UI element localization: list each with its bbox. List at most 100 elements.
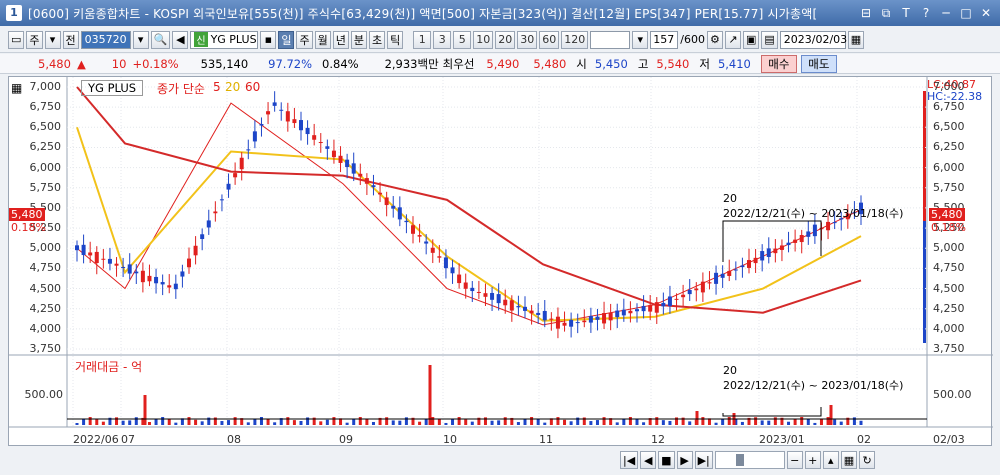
zoom-slider[interactable] — [714, 451, 785, 469]
candle-body — [681, 294, 686, 298]
settings-icon[interactable]: ⚙ — [706, 30, 723, 49]
volume-bar — [470, 421, 474, 425]
chart-area[interactable]: ▦ YG PLUS 종가 단순 5 20 60 LC:40.87 HC:-22.… — [8, 76, 993, 447]
code-dropdown-icon[interactable]: ▾ — [132, 30, 149, 49]
candle-body — [134, 271, 139, 274]
volume-bar — [556, 417, 560, 425]
layout-button[interactable]: ▭ — [8, 30, 25, 49]
tab-second[interactable]: 초 — [368, 30, 386, 49]
count-input[interactable]: 157 — [650, 30, 679, 49]
pin-icon[interactable]: ▪ — [260, 30, 277, 49]
volume-bar — [800, 417, 804, 425]
candle-body — [793, 239, 798, 243]
scroll-last-icon[interactable]: ▶| — [694, 451, 713, 469]
tab-year[interactable]: 년 — [332, 30, 349, 49]
volume-bar — [325, 419, 329, 425]
dropdown-icon[interactable]: ▾ — [44, 30, 61, 49]
period-select[interactable]: 주 — [26, 30, 43, 49]
right-price-tag: 5,480 — [929, 208, 965, 221]
custom-period-input[interactable] — [590, 30, 631, 49]
price-annotation-bracket — [722, 220, 822, 262]
minute-20[interactable]: 20 — [495, 30, 516, 49]
candle-body — [707, 282, 712, 284]
current-price: 5,480 — [38, 56, 71, 71]
candle-body — [615, 310, 620, 318]
stop-icon[interactable]: ■ — [658, 451, 675, 469]
minute-5[interactable]: 5 — [453, 30, 472, 49]
calendar-icon[interactable]: ▦ — [847, 30, 865, 49]
volume-bar — [95, 419, 99, 425]
custom-dropdown-icon[interactable]: ▾ — [632, 30, 649, 49]
minute-10[interactable]: 10 — [473, 30, 494, 49]
close-icon[interactable]: ✕ — [980, 6, 992, 20]
minute-1[interactable]: 1 — [413, 30, 432, 49]
low-price: 5,410 — [717, 56, 751, 71]
maximize-icon[interactable]: □ — [960, 6, 972, 20]
stock-name-field[interactable]: 신 YG PLUS — [190, 30, 259, 49]
minimize-icon[interactable]: ─ — [942, 6, 950, 20]
minute-30[interactable]: 30 — [517, 30, 538, 49]
volume-spike — [428, 365, 432, 425]
sell-button[interactable]: 매도 — [800, 54, 837, 73]
candle-body — [299, 120, 303, 131]
series-line-0 — [76, 102, 862, 326]
x-tick: 2023/01 — [759, 433, 805, 446]
mini-chart-icon[interactable]: ▴ — [822, 451, 839, 469]
tab-day[interactable]: 일 — [278, 30, 295, 49]
grid-icon[interactable]: ▦ — [840, 451, 858, 469]
volume-bar — [273, 422, 277, 425]
candle-body — [859, 202, 863, 215]
minute-120[interactable]: 120 — [561, 30, 589, 49]
volume-bar — [299, 421, 303, 425]
volume-bar — [128, 420, 132, 425]
link-icon[interactable]: ⊟ — [860, 6, 872, 20]
candle-body — [733, 269, 738, 271]
trade-amount: 2,933백만 — [384, 56, 439, 71]
tab-tick[interactable]: 틱 — [387, 30, 404, 49]
stock-code-input[interactable]: 035720 — [80, 30, 131, 49]
print-icon[interactable]: ▤ — [761, 30, 778, 49]
chart-canvas[interactable] — [9, 77, 993, 447]
volume-bar — [154, 419, 158, 425]
volume-bar — [398, 420, 402, 425]
lc-bar — [923, 91, 926, 221]
speaker-icon[interactable]: ◀ — [172, 30, 189, 49]
date-input[interactable]: 2023/02/03 — [779, 30, 847, 49]
price-info-bar: 5,480 ▲ 10 +0.18% 535,140 97.72% 0.84% 2… — [0, 54, 1000, 74]
scroll-prev-icon[interactable]: ◀ — [640, 451, 657, 469]
candle-body — [476, 291, 481, 293]
tab-minute[interactable]: 분 — [350, 30, 367, 49]
zoom-out-icon[interactable]: − — [786, 451, 803, 469]
tile-icon[interactable]: ⧉ — [881, 6, 891, 20]
y-tick-right: 7,000 — [933, 80, 965, 93]
prev-button[interactable]: 전 — [62, 30, 79, 49]
refresh-icon[interactable]: ↻ — [859, 451, 876, 469]
buy-button[interactable]: 매수 — [760, 54, 797, 73]
zoom-slider-handle[interactable] — [735, 454, 744, 466]
candle-body — [753, 257, 758, 264]
left-pct-tag: 0.18% — [11, 221, 46, 234]
tool-icon[interactable]: ↗ — [724, 30, 741, 49]
save-icon[interactable]: ▣ — [742, 30, 760, 49]
volume-pane-label: 거래대금 - 억 — [75, 360, 143, 374]
zoom-in-icon[interactable]: + — [804, 451, 821, 469]
search-icon[interactable]: 🔍 — [150, 30, 171, 49]
minute-3[interactable]: 3 — [433, 30, 452, 49]
font-icon[interactable]: T — [902, 6, 910, 20]
open-label: 시 — [576, 56, 587, 71]
candle-body — [536, 312, 541, 315]
y-tick-left: 7,000 — [29, 80, 62, 93]
tab-month[interactable]: 월 — [314, 30, 331, 49]
y-tick-left: 6,750 — [29, 100, 62, 114]
volume-bar — [259, 417, 263, 425]
tab-week[interactable]: 주 — [296, 30, 313, 49]
volume-annotation-count: 20 — [723, 364, 737, 377]
volume-bar — [615, 422, 619, 425]
scroll-next-icon[interactable]: ▶ — [676, 451, 693, 469]
minute-60[interactable]: 60 — [539, 30, 560, 49]
scroll-first-icon[interactable]: |◀ — [620, 451, 639, 469]
chart-menu-icon[interactable]: ▦ — [11, 81, 23, 95]
help-icon[interactable]: ? — [922, 6, 930, 20]
candle-body — [694, 288, 699, 291]
candle-body — [490, 292, 495, 300]
